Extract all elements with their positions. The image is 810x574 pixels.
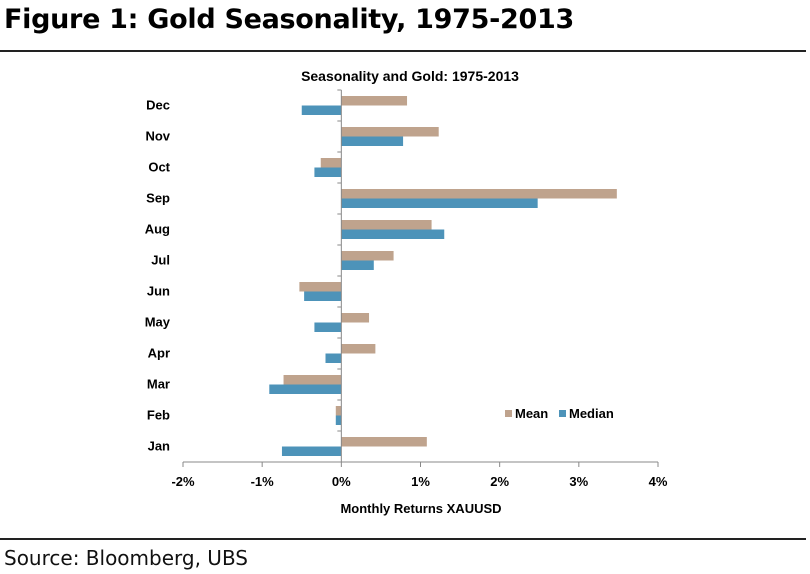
y-tick-label-oct: Oct xyxy=(148,160,170,175)
y-tick-label-jan: Jan xyxy=(148,439,170,454)
x-tick-label: -1% xyxy=(251,474,275,489)
bar-median-nov xyxy=(341,136,404,146)
bar-median-jun xyxy=(304,291,342,301)
y-tick-label-nov: Nov xyxy=(145,129,170,144)
bar-chart: Seasonality and Gold: 1975-2013 Jan Feb Ma… xyxy=(145,68,668,516)
y-tick-label-feb: Feb xyxy=(147,408,170,423)
bar-mean-jul xyxy=(341,251,394,261)
y-tick-label-mar: Mar xyxy=(147,377,170,392)
bar-median-dec xyxy=(301,105,342,115)
bar-median-feb xyxy=(335,415,342,425)
bar-median-jul xyxy=(341,260,374,270)
bar-median-sep xyxy=(341,198,538,208)
legend-label-mean: Mean xyxy=(515,406,548,421)
x-tick-label: 4% xyxy=(649,474,668,489)
y-tick-label-may: May xyxy=(145,315,171,330)
top-rule xyxy=(0,50,806,52)
x-tick-label: -2% xyxy=(171,474,195,489)
legend: Mean Median xyxy=(505,406,614,421)
bar-mean-may xyxy=(341,313,370,323)
x-tick-label: 3% xyxy=(569,474,588,489)
bar-median-apr xyxy=(325,353,342,363)
bar-mean-jan xyxy=(341,437,427,447)
axes-layer: Jan Feb Mar Apr May Jun Jul Aug Sep Oct Nov Dec -2% -… xyxy=(145,89,668,489)
y-tick-label-dec: Dec xyxy=(146,98,170,113)
chart-title: Seasonality and Gold: 1975-2013 xyxy=(301,68,519,84)
bar-median-jan xyxy=(281,446,342,456)
bars-layer xyxy=(269,96,617,456)
bar-median-oct xyxy=(314,167,342,177)
x-tick-label: 1% xyxy=(411,474,430,489)
y-tick-label-jun: Jun xyxy=(147,284,170,299)
legend-label-median: Median xyxy=(569,406,614,421)
bar-mean-apr xyxy=(341,344,376,354)
bar-median-may xyxy=(314,322,342,332)
bar-mean-jun xyxy=(299,282,342,292)
legend-swatch-mean xyxy=(505,410,512,417)
figure-title: Figure 1: Gold Seasonality, 1975-2013 xyxy=(4,4,574,35)
bar-mean-nov xyxy=(341,127,439,137)
source-note: Source: Bloomberg, UBS xyxy=(4,546,249,570)
x-tick-label: 2% xyxy=(490,474,509,489)
legend-swatch-median xyxy=(559,410,566,417)
y-tick-label-jul: Jul xyxy=(151,253,170,268)
bar-mean-aug xyxy=(341,220,432,230)
x-tick-label: 0% xyxy=(332,474,351,489)
bar-mean-sep xyxy=(341,189,617,199)
bar-mean-oct xyxy=(320,158,342,168)
x-axis-title: Monthly Returns XAUUSD xyxy=(340,501,501,516)
y-tick-label-aug: Aug xyxy=(145,222,170,237)
bar-mean-mar xyxy=(283,375,342,385)
y-tick-label-apr: Apr xyxy=(148,346,170,361)
bar-mean-feb xyxy=(335,406,342,416)
bottom-rule xyxy=(0,538,806,540)
bar-median-mar xyxy=(269,384,342,394)
y-tick-label-sep: Sep xyxy=(146,191,170,206)
bar-median-aug xyxy=(341,229,445,239)
bar-mean-dec xyxy=(341,96,408,106)
